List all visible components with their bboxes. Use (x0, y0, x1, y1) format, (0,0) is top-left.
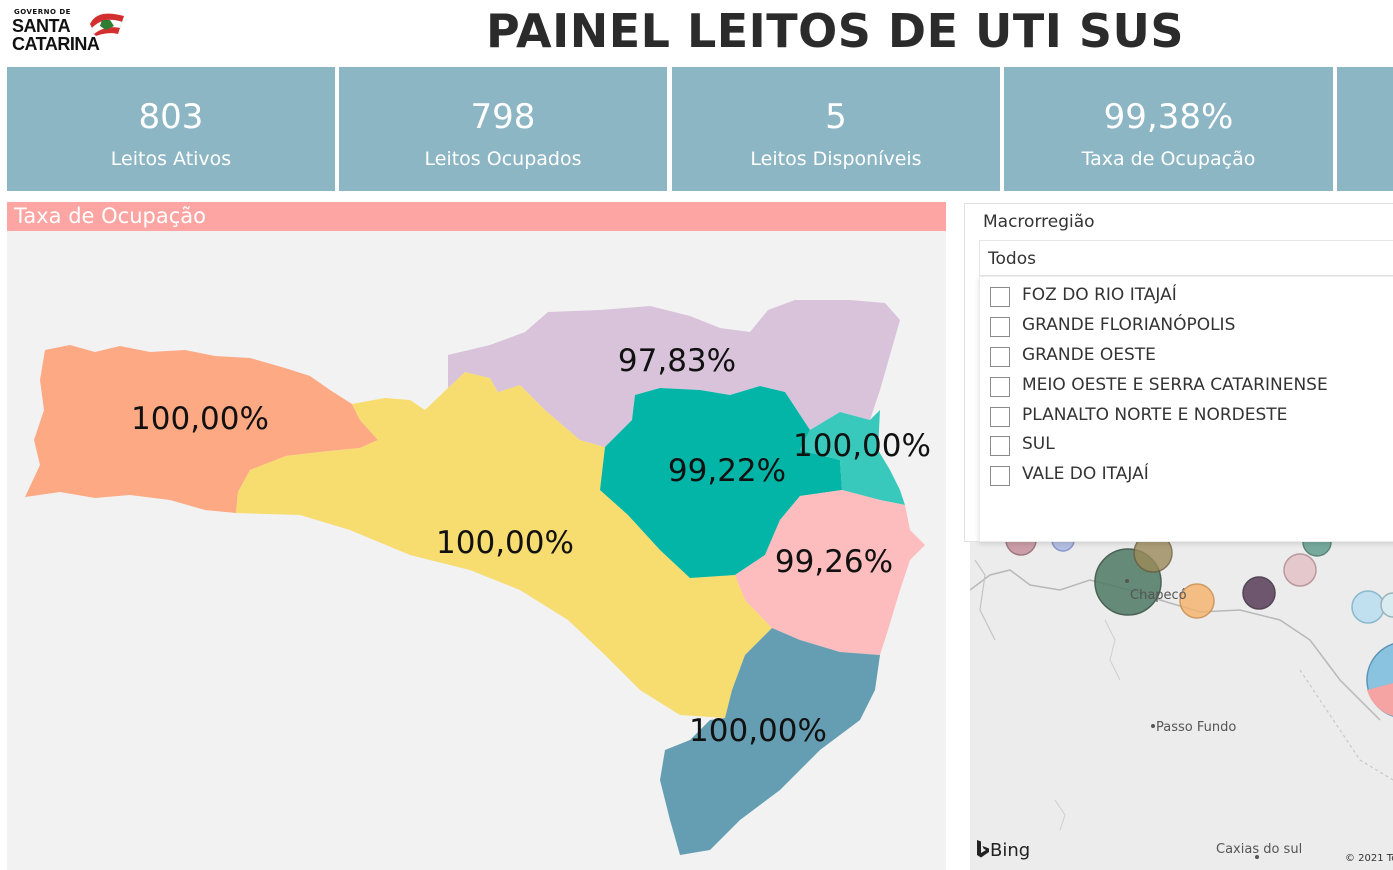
region-sul[interactable] (660, 628, 880, 855)
city-label-chapeco: Chapecó (1130, 588, 1187, 603)
option-label: GRANDE FLORIANÓPOLIS (1022, 315, 1236, 335)
checkbox[interactable] (990, 347, 1010, 367)
checkbox[interactable] (990, 436, 1010, 456)
map-copyright: © 2021 To (1345, 853, 1393, 864)
kpi-leitos-ativos: 803 Leitos Ativos (7, 67, 335, 191)
occupancy-map[interactable]: 100,00% 100,00% 97,83% 99,22% 100,00% 99… (7, 202, 946, 870)
checkbox[interactable] (990, 287, 1010, 307)
rate-label-sul: 100,00% (689, 713, 827, 749)
kpi-value: 5 (825, 97, 847, 137)
option-label: FOZ DO RIO ITAJAÍ (1022, 285, 1177, 305)
kpi-value: 803 (138, 97, 204, 137)
page-title: PAINEL LEITOS DE UTI SUS (485, 4, 1185, 58)
kpi-value: 798 (470, 97, 536, 137)
kpi-label: Leitos Ocupados (424, 148, 582, 170)
region-grande-oeste[interactable] (25, 345, 378, 513)
kpi-value: 99,38% (1103, 97, 1234, 137)
slicer-option[interactable]: GRANDE OESTE (990, 343, 1390, 369)
kpi-leitos-disponiveis: 5 Leitos Disponíveis (672, 67, 1000, 191)
bing-label: Bing (990, 840, 1031, 861)
slicer-option[interactable]: SUL (990, 432, 1390, 458)
slicer-title: Macrorregião (983, 212, 1095, 232)
option-label: PLANALTO NORTE E NORDESTE (1022, 405, 1288, 425)
rate-label-meio-oeste-serra: 100,00% (436, 525, 574, 561)
kpi-label: Leitos Disponíveis (750, 148, 922, 170)
option-label: VALE DO ITAJAÍ (1022, 464, 1149, 484)
santa-catarina-logo: GOVERNO DE SANTA CATARINA (12, 8, 130, 56)
logo-line-2: CATARINA (12, 34, 100, 54)
kpi-label: Leitos Ativos (110, 148, 232, 170)
option-label: GRANDE OESTE (1022, 345, 1156, 365)
city-label-passo-fundo: Passo Fundo (1156, 720, 1236, 735)
macrorregiao-slicer: Macrorregião Todos FOZ DO RIO ITAJAÍ GRA… (964, 203, 1393, 542)
kpi-taxa-ocupacao: 99,38% Taxa de Ocupação (1004, 67, 1333, 191)
kpi-label: Taxa de Ocupação (1081, 148, 1256, 170)
slicer-option[interactable]: PLANALTO NORTE E NORDESTE (990, 403, 1390, 429)
slicer-options-list: FOZ DO RIO ITAJAÍ GRANDE FLORIANÓPOLIS G… (979, 276, 1393, 542)
checkbox[interactable] (990, 317, 1010, 337)
checkbox[interactable] (990, 377, 1010, 397)
slicer-option[interactable]: VALE DO ITAJAÍ (990, 462, 1390, 488)
rate-label-grande-oeste: 100,00% (131, 401, 269, 437)
logo-line-1: SANTA (12, 16, 71, 36)
rate-label-grande-florianopolis: 99,26% (775, 544, 893, 580)
region-foz-do-rio-itajai[interactable] (800, 410, 905, 505)
rate-label-foz-do-rio-itajai: 100,00% (793, 428, 931, 464)
region-planalto-norte[interactable] (448, 300, 900, 447)
occupancy-map-panel: 100,00% 100,00% 97,83% 99,22% 100,00% 99… (7, 202, 946, 870)
rate-label-planalto-norte: 97,83% (618, 343, 736, 379)
checkbox[interactable] (990, 466, 1010, 486)
region-vale-do-itajai[interactable] (600, 386, 842, 578)
bing-logo-icon (977, 840, 989, 858)
logo-gov-text: GOVERNO DE (14, 8, 71, 16)
slicer-dropdown[interactable]: Todos (979, 240, 1393, 276)
flag-icon (90, 13, 124, 36)
slicer-option[interactable]: FOZ DO RIO ITAJAÍ (990, 283, 1390, 309)
region-grande-florianopolis[interactable] (735, 490, 925, 655)
rate-label-vale-do-itajai: 99,22% (668, 453, 786, 489)
kpi-card-partial (1337, 67, 1393, 191)
kpi-leitos-ocupados: 798 Leitos Ocupados (339, 67, 667, 191)
option-label: MEIO OESTE E SERRA CATARINENSE (1022, 375, 1328, 395)
bing-attribution[interactable]: Bing (976, 839, 1030, 861)
region-meio-oeste-serra[interactable] (236, 372, 772, 718)
slicer-option[interactable]: GRANDE FLORIANÓPOLIS (990, 313, 1390, 339)
option-label: SUL (1022, 434, 1055, 454)
city-label-caxias-do-sul: Caxias do sul (1216, 842, 1302, 857)
checkbox[interactable] (990, 407, 1010, 427)
map-title: Taxa de Ocupação (7, 202, 946, 231)
slicer-option[interactable]: MEIO OESTE E SERRA CATARINENSE (990, 373, 1390, 399)
